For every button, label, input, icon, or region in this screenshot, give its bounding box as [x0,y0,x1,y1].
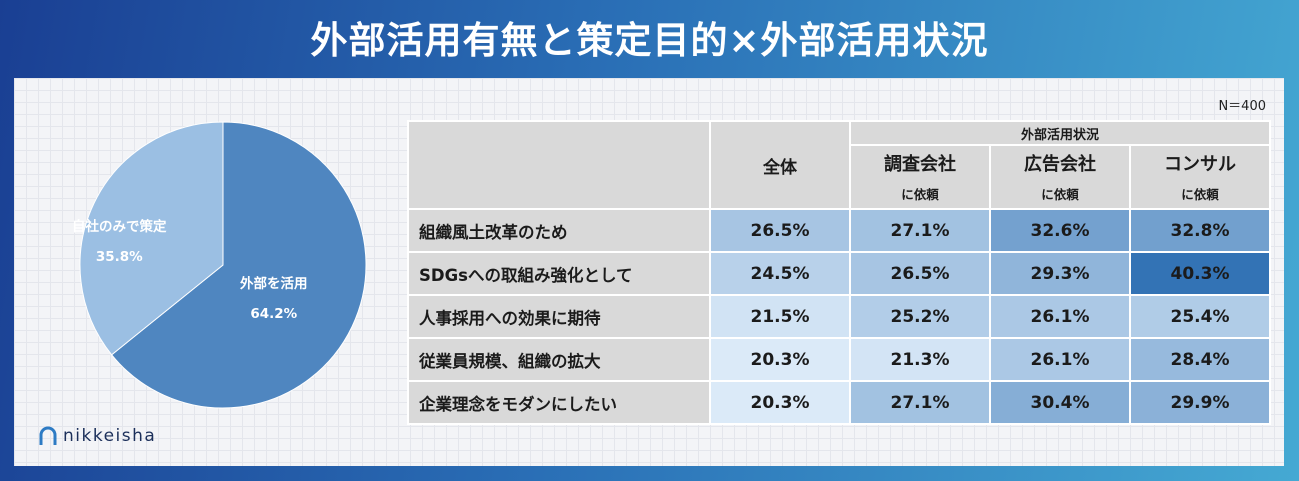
chart-panel: N＝400 自社のみで策定 35.8% 外部を活用 64.2% nikkeish… [14,78,1284,466]
table-row: 従業員規模、組織の拡大 20.3% 21.3% 26.1% 28.4% [409,339,1269,380]
value-cell: 26.5% [711,210,849,251]
col-header-ad-agency: 広告会社 に依頼 [991,146,1129,208]
value-cell: 28.4% [1131,339,1269,380]
pie-label-external-value: 64.2% [250,306,298,322]
row-label: 従業員規模、組織の拡大 [409,339,709,380]
row-label: 組織風土改革のため [409,210,709,251]
value-cell: 29.9% [1131,382,1269,423]
col-header-consul-sub: に依頼 [1181,186,1219,202]
table-corner-cell [409,122,709,208]
data-table: 全体 外部活用状況 調査会社 に依頼 広告会社 に依頼 コンサル に依頼 組織風… [407,120,1271,425]
value-cell: 29.3% [991,253,1129,294]
value-cell: 32.8% [1131,210,1269,251]
table-row: 人事採用への効果に期待 21.5% 25.2% 26.1% 25.4% [409,296,1269,337]
col-header-ad-agency-name: 広告会社 [1024,153,1096,175]
row-label: 企業理念をモダンにしたい [409,382,709,423]
col-header-research-name: 調査会社 [884,153,956,175]
value-cell: 25.2% [851,296,989,337]
value-cell: 26.1% [991,339,1129,380]
pie-label-self: 自社のみで策定 35.8% [72,215,167,265]
value-cell: 27.1% [851,382,989,423]
value-cell: 24.5% [711,253,849,294]
pie-label-external: 外部を活用 64.2% [240,272,308,322]
col-header-research: 調査会社 に依頼 [851,146,989,208]
col-header-research-sub: に依頼 [901,186,939,202]
col-header-ad-agency-sub: に依頼 [1041,186,1079,202]
logo-text: nikkeisha [63,426,157,446]
row-label: SDGsへの取組み強化として [409,253,709,294]
value-cell: 20.3% [711,339,849,380]
value-cell: 27.1% [851,210,989,251]
table-row: 組織風土改革のため 26.5% 27.1% 32.6% 32.8% [409,210,1269,251]
table-row: SDGsへの取組み強化として 24.5% 26.5% 29.3% 40.3% [409,253,1269,294]
value-cell: 40.3% [1131,253,1269,294]
group-header: 外部活用状況 [851,122,1269,144]
sample-size-note: N＝400 [1218,99,1266,114]
pie-label-external-name: 外部を活用 [240,276,308,292]
value-cell: 32.6% [991,210,1129,251]
pie-slice-1 [79,121,224,356]
value-cell: 26.1% [991,296,1129,337]
value-cell: 30.4% [991,382,1129,423]
col-header-consul-name: コンサル [1164,153,1236,175]
row-label: 人事採用への効果に期待 [409,296,709,337]
col-header-all: 全体 [711,122,849,208]
nikkeisha-logo: nikkeisha [37,425,156,447]
value-cell: 20.3% [711,382,849,423]
value-cell: 26.5% [851,253,989,294]
pie-slice-0 [110,121,367,409]
value-cell: 21.5% [711,296,849,337]
logo-arch-icon [39,426,57,445]
pie-label-self-name: 自社のみで策定 [72,219,167,235]
pie-chart [79,121,367,409]
table-row: 企業理念をモダンにしたい 20.3% 27.1% 30.4% 29.9% [409,382,1269,423]
col-header-consul: コンサル に依頼 [1131,146,1269,208]
page-title: 外部活用有無と策定目的×外部活用状況 [310,19,989,62]
value-cell: 21.3% [851,339,989,380]
value-cell: 25.4% [1131,296,1269,337]
pie-label-self-value: 35.8% [95,249,143,265]
